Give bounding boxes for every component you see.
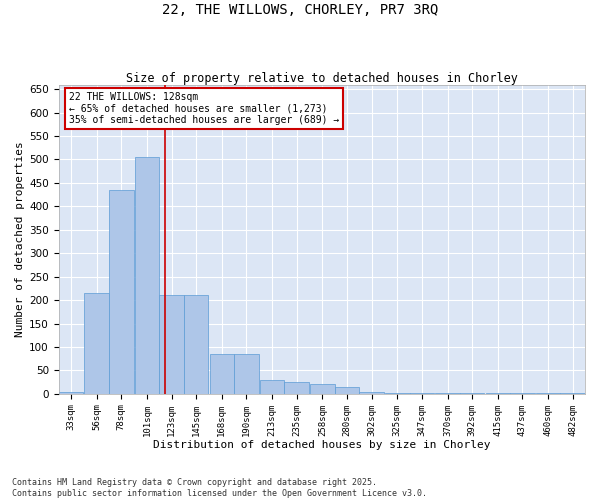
Bar <box>560 393 585 394</box>
Bar <box>209 354 234 394</box>
Bar <box>510 393 535 394</box>
Bar <box>85 293 109 394</box>
Bar <box>59 392 83 394</box>
Y-axis label: Number of detached properties: Number of detached properties <box>15 142 25 337</box>
Bar <box>134 157 159 394</box>
Bar <box>536 393 560 394</box>
Bar <box>184 296 208 394</box>
Bar <box>310 384 335 394</box>
Bar <box>335 387 359 394</box>
Text: Contains HM Land Registry data © Crown copyright and database right 2025.
Contai: Contains HM Land Registry data © Crown c… <box>12 478 427 498</box>
Title: Size of property relative to detached houses in Chorley: Size of property relative to detached ho… <box>126 72 518 85</box>
Bar <box>234 354 259 394</box>
Bar <box>385 393 410 394</box>
Bar <box>260 380 284 394</box>
Bar <box>410 393 434 394</box>
Text: 22, THE WILLOWS, CHORLEY, PR7 3RQ: 22, THE WILLOWS, CHORLEY, PR7 3RQ <box>162 2 438 16</box>
X-axis label: Distribution of detached houses by size in Chorley: Distribution of detached houses by size … <box>153 440 491 450</box>
Bar <box>460 393 484 394</box>
Text: 22 THE WILLOWS: 128sqm
← 65% of detached houses are smaller (1,273)
35% of semi-: 22 THE WILLOWS: 128sqm ← 65% of detached… <box>69 92 340 126</box>
Bar <box>359 392 384 394</box>
Bar <box>109 190 134 394</box>
Bar <box>485 393 510 394</box>
Bar <box>159 296 184 394</box>
Bar <box>435 393 460 394</box>
Bar <box>284 382 309 394</box>
